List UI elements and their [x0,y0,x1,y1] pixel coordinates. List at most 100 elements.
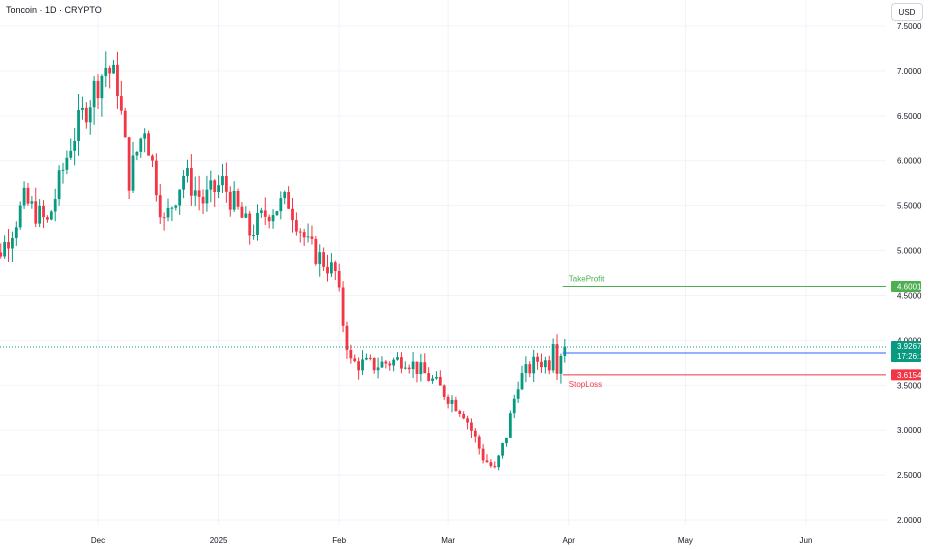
candle-body-down[interactable] [466,418,469,423]
candle-body-down[interactable] [438,376,442,386]
candle-body-up[interactable] [18,205,22,228]
candle-body-up[interactable] [205,189,209,204]
candle-body-down[interactable] [197,190,201,197]
candle-body-up[interactable] [256,212,259,236]
candle-body-down[interactable] [213,180,217,193]
candle-body-down[interactable] [423,362,427,374]
candle-body-up[interactable] [65,157,69,170]
candle-body-up[interactable] [100,75,104,99]
candle-body-down[interactable] [162,217,166,219]
candle-body-down[interactable] [96,80,100,99]
candle-body-up[interactable] [271,215,275,222]
candle-body-up[interactable] [170,207,174,209]
candle-body-down[interactable] [119,96,123,111]
candle-body-down[interactable] [189,167,193,196]
candle-body-up[interactable] [283,192,287,199]
candle-body-up[interactable] [3,241,7,257]
candle-body-down[interactable] [481,448,485,461]
candle-body-up[interactable] [221,176,224,186]
candle-body-up[interactable] [81,107,84,110]
candle-body-down[interactable] [473,430,477,437]
candle-body-down[interactable] [368,357,372,359]
candle-body-up[interactable] [186,167,189,176]
candle-body-up[interactable] [431,378,434,381]
candle-body-up[interactable] [392,359,396,366]
candle-body-down[interactable] [489,462,493,467]
candle-body-down[interactable] [384,361,388,364]
candle-body-down[interactable] [224,176,228,192]
candle-body-up[interactable] [131,155,135,191]
candle-body-up[interactable] [551,344,555,371]
candle-body-down[interactable] [116,64,119,97]
candle-body-down[interactable] [536,356,539,362]
candle-body-down[interactable] [427,373,431,381]
candle-body-down[interactable] [540,361,543,368]
candle-body-down[interactable] [477,436,481,449]
candle-body-down[interactable] [310,236,314,239]
candle-body-down[interactable] [314,238,318,264]
candle-body-down[interactable] [248,213,252,236]
candle-body-down[interactable] [240,206,244,218]
candle-body-down[interactable] [291,208,294,221]
candle-body-down[interactable] [407,367,411,370]
candle-body-up[interactable] [275,211,279,216]
candle-body-down[interactable] [341,287,345,326]
candle-body-up[interactable] [505,437,508,444]
candle-body-up[interactable] [380,361,384,368]
candle-body-up[interactable] [559,355,563,374]
candle-body-down[interactable] [462,413,466,419]
candle-body-down[interactable] [236,190,240,207]
candle-body-down[interactable] [322,252,326,267]
candle-body-up[interactable] [88,107,92,123]
candle-body-down[interactable] [123,110,127,138]
candle-body-down[interactable] [267,216,271,222]
candle-body-up[interactable] [279,198,283,212]
candle-body-down[interactable] [493,466,497,468]
candle-body-up[interactable] [512,398,516,414]
candle-body-up[interactable] [543,360,547,368]
candle-body-down[interactable] [470,422,473,431]
candle-body-up[interactable] [193,190,197,196]
candle-body-up[interactable] [244,213,248,218]
currency-selector[interactable]: USD [891,3,923,21]
candle-body-up[interactable] [508,413,512,438]
candle-body-up[interactable] [501,443,504,456]
candle-body-up[interactable] [259,210,263,213]
candle-body-down[interactable] [357,361,361,371]
candle-body-up[interactable] [435,376,438,379]
candle-body-down[interactable] [337,270,341,288]
candle-body-up[interactable] [563,346,567,356]
candle-body-down[interactable] [353,358,357,362]
candle-body-up[interactable] [53,199,57,212]
candle-body-down[interactable] [458,411,462,414]
candle-body-down[interactable] [201,196,205,204]
candle-body-down[interactable] [345,325,349,350]
candle-body-up[interactable] [178,189,182,206]
candle-body-up[interactable] [143,133,147,139]
candle-body-up[interactable] [532,356,536,374]
candle-body-up[interactable] [306,236,310,238]
candle-body-up[interactable] [77,109,80,141]
candle-body-down[interactable] [302,232,306,238]
candle-body-down[interactable] [127,137,131,191]
candle-body-down[interactable] [485,460,489,463]
candle-body-up[interactable] [232,190,236,210]
candle-body-up[interactable] [73,140,77,151]
candle-body-down[interactable] [7,241,10,249]
candle-body-up[interactable] [11,237,14,249]
candle-body-down[interactable] [349,349,353,359]
candle-body-up[interactable] [520,373,524,390]
candle-body-up[interactable] [92,80,96,108]
candle-body-down[interactable] [333,262,337,271]
candle-body-up[interactable] [139,138,143,152]
candle-body-down[interactable] [547,360,551,371]
candle-body-down[interactable] [34,201,38,224]
candle-body-up[interactable] [49,211,53,220]
candle-body-down[interactable] [154,160,158,196]
candle-body-up[interactable] [361,359,364,371]
candle-body-up[interactable] [104,67,108,76]
candle-body-up[interactable] [69,150,73,158]
candle-body-down[interactable] [263,210,267,217]
candle-body-up[interactable] [174,205,178,208]
candle-body-down[interactable] [388,363,392,366]
